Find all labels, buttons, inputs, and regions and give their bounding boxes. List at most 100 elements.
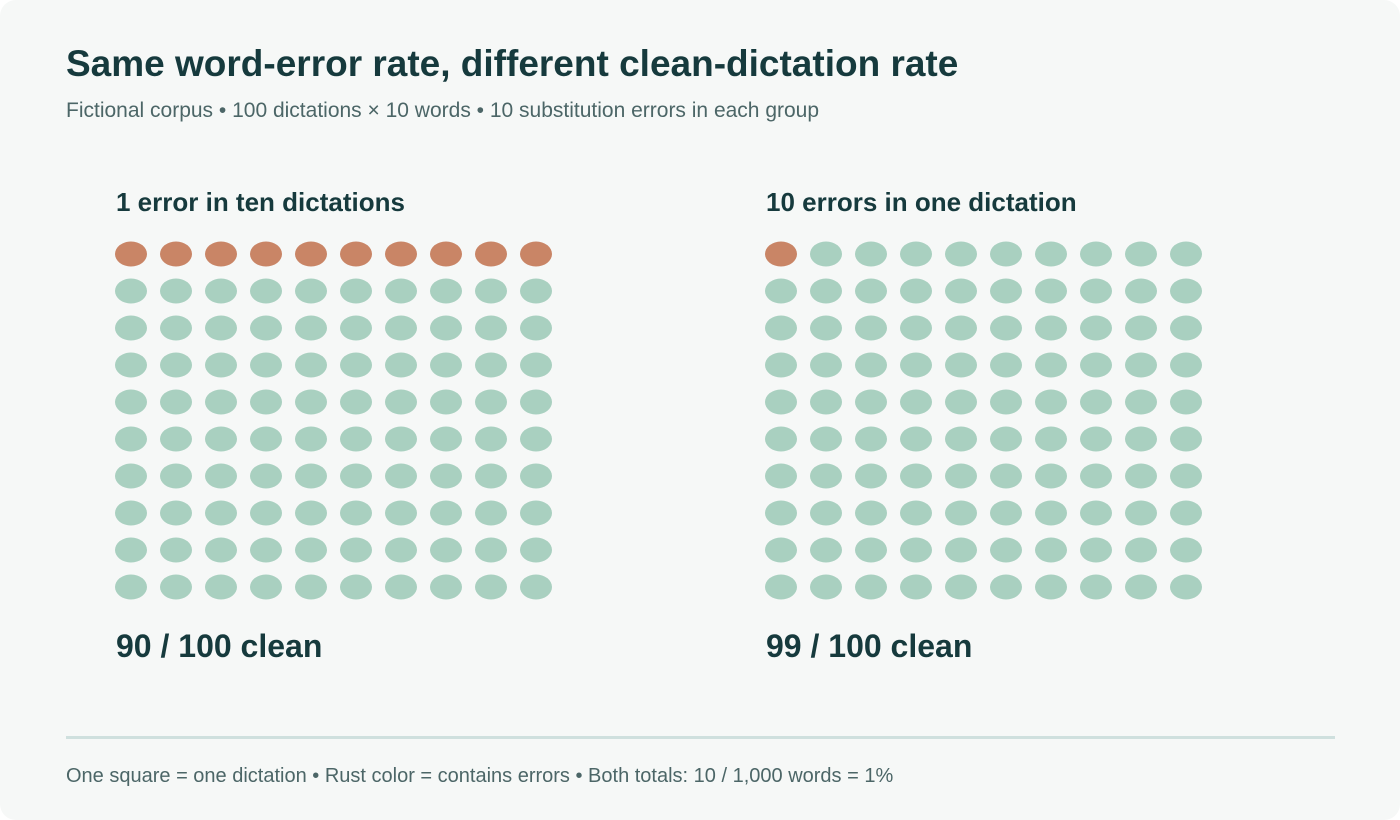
dictation-mark-clean [765, 278, 797, 304]
dictation-mark-clean [250, 389, 282, 415]
dictation-mark-clean [475, 389, 507, 415]
dictation-mark-clean [900, 463, 932, 489]
panel-result: 90 / 100 clean [116, 628, 323, 664]
chart-subtitle: Fictional corpus • 100 dictations × 10 w… [66, 99, 820, 122]
dictation-mark-clean [1125, 315, 1157, 341]
dictation-mark-clean [250, 426, 282, 452]
dictation-mark-clean [1170, 463, 1202, 489]
dictation-mark-clean [945, 537, 977, 563]
dictation-mark-clean [1125, 463, 1157, 489]
dictation-mark-clean [340, 352, 372, 378]
dictation-mark-clean [900, 315, 932, 341]
dictation-mark-clean [1035, 352, 1067, 378]
dictation-mark-clean [205, 537, 237, 563]
dictation-mark-clean [340, 315, 372, 341]
dictation-mark-clean [945, 463, 977, 489]
dictation-mark-clean [855, 426, 887, 452]
dictation-mark-clean [115, 278, 147, 304]
dictation-mark-clean [900, 352, 932, 378]
dictation-mark-clean [520, 574, 552, 600]
dictation-mark-clean [945, 574, 977, 600]
dictation-mark-clean [855, 278, 887, 304]
dictation-mark-clean [295, 537, 327, 563]
dictation-mark-clean [115, 426, 147, 452]
dictation-mark-clean [1125, 389, 1157, 415]
dictation-mark-clean [475, 500, 507, 526]
dictation-mark-clean [205, 574, 237, 600]
dictation-mark-clean [250, 463, 282, 489]
dictation-mark-clean [945, 352, 977, 378]
dictation-mark-clean [430, 426, 462, 452]
dictation-mark-clean [205, 463, 237, 489]
dictation-mark-clean [990, 389, 1022, 415]
dictation-mark-error [205, 241, 237, 267]
dictation-mark-clean [1035, 315, 1067, 341]
dictation-mark-clean [810, 574, 842, 600]
dictation-mark-clean [115, 537, 147, 563]
dictation-mark-clean [1080, 537, 1112, 563]
dictation-mark-error [340, 241, 372, 267]
dictation-mark-clean [1125, 500, 1157, 526]
dictation-mark-clean [810, 463, 842, 489]
dictation-mark-clean [430, 315, 462, 341]
dictation-mark-clean [855, 389, 887, 415]
dictation-mark-clean [810, 315, 842, 341]
panel-heading: 1 error in ten dictations [116, 187, 405, 217]
dictation-mark-clean [385, 574, 417, 600]
waffle-grid-left [115, 241, 552, 600]
dictation-mark-clean [430, 463, 462, 489]
dictation-mark-clean [855, 352, 887, 378]
dictation-mark-clean [160, 315, 192, 341]
dictation-mark-clean [810, 241, 842, 267]
dictation-mark-clean [900, 537, 932, 563]
panel-result: 99 / 100 clean [766, 628, 973, 664]
dictation-mark-clean [1035, 389, 1067, 415]
dictation-mark-clean [475, 537, 507, 563]
dictation-mark-clean [520, 389, 552, 415]
dictation-mark-clean [295, 278, 327, 304]
dictation-mark-clean [385, 315, 417, 341]
dictation-mark-clean [900, 241, 932, 267]
dictation-mark-clean [115, 352, 147, 378]
dictation-mark-clean [385, 500, 417, 526]
dictation-mark-error [385, 241, 417, 267]
dictation-mark-clean [765, 389, 797, 415]
dictation-mark-clean [765, 574, 797, 600]
dictation-mark-error [430, 241, 462, 267]
chart-footnote: One square = one dictation • Rust color … [66, 765, 894, 787]
dictation-mark-clean [990, 426, 1022, 452]
dictation-mark-clean [1080, 500, 1112, 526]
dictation-mark-clean [205, 315, 237, 341]
dictation-mark-clean [945, 315, 977, 341]
dictation-mark-clean [990, 241, 1022, 267]
dictation-mark-clean [990, 574, 1022, 600]
dictation-mark-clean [855, 463, 887, 489]
dictation-mark-clean [385, 463, 417, 489]
dictation-mark-clean [1125, 537, 1157, 563]
dictation-mark-clean [385, 537, 417, 563]
dictation-mark-clean [810, 537, 842, 563]
dictation-mark-clean [1080, 389, 1112, 415]
dictation-mark-clean [250, 315, 282, 341]
dictation-mark-clean [855, 315, 887, 341]
dictation-mark-clean [1080, 426, 1112, 452]
dictation-mark-clean [945, 426, 977, 452]
dictation-mark-clean [945, 500, 977, 526]
dictation-mark-clean [855, 574, 887, 600]
dictation-mark-clean [520, 537, 552, 563]
panel-heading: 10 errors in one dictation [766, 187, 1077, 217]
dictation-mark-clean [295, 574, 327, 600]
dictation-mark-clean [900, 389, 932, 415]
dictation-mark-error [115, 241, 147, 267]
dictation-mark-clean [1080, 278, 1112, 304]
dictation-mark-clean [340, 389, 372, 415]
chart-title: Same word-error rate, different clean-di… [66, 43, 959, 84]
dictation-mark-error [765, 241, 797, 267]
dictation-mark-clean [1170, 241, 1202, 267]
dictation-mark-clean [385, 426, 417, 452]
dictation-mark-clean [115, 463, 147, 489]
dictation-mark-clean [1035, 241, 1067, 267]
dictation-mark-clean [430, 574, 462, 600]
dictation-mark-clean [475, 352, 507, 378]
